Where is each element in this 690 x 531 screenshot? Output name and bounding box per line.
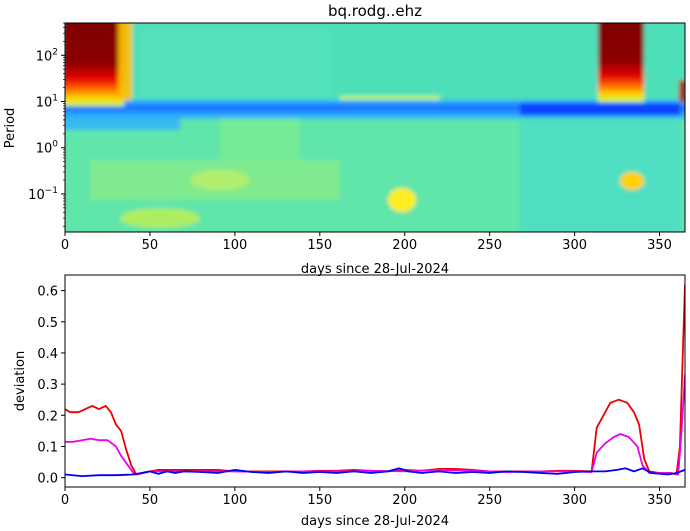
heatmap-y-tick-label: 10−1 xyxy=(28,186,58,203)
heatmap-x-tick-label: 50 xyxy=(142,238,159,253)
heatmap-y-ticks: 10−1 100 101 102 xyxy=(28,22,65,227)
heatmap-lower-band-3 xyxy=(220,110,300,160)
line-y-ticks: 0.0 0.1 0.2 0.3 0.4 0.5 0.6 xyxy=(37,285,65,487)
heatmap-x-ticks: 0 50 100 150 200 250 300 350 xyxy=(61,232,672,253)
heatmap-yellow-blob-4 xyxy=(190,170,250,190)
line-x-tick-label: 50 xyxy=(142,493,159,508)
line-y-tick-label: 0.3 xyxy=(37,378,58,393)
line-x-tick-label: 350 xyxy=(647,493,672,508)
heatmap-y-label: Period xyxy=(3,108,18,149)
heatmap-field xyxy=(65,23,685,232)
heatmap-yellow-blob-3 xyxy=(120,208,200,228)
heatmap-x-tick-label: 200 xyxy=(392,238,417,253)
heatmap-red-blob-left xyxy=(65,23,124,106)
line-x-tick-label: 150 xyxy=(307,493,332,508)
line-y-tick-label: 0.0 xyxy=(37,472,58,487)
series-line-1 xyxy=(65,284,685,476)
line-x-tick-label: 200 xyxy=(392,493,417,508)
heatmap-red-blob-right xyxy=(598,23,644,102)
heatmap-red-blob-left-edge xyxy=(118,23,132,100)
line-y-tick-label: 0.4 xyxy=(37,347,58,362)
heatmap-frame xyxy=(64,22,686,233)
heatmap-y-tick-label: 100 xyxy=(36,140,59,157)
line-y-tick-label: 0.2 xyxy=(37,409,58,424)
heatmap-red-spot-edge xyxy=(679,80,685,102)
heatmap-x-tick-label: 100 xyxy=(222,238,247,253)
series-line-3 xyxy=(65,467,685,477)
line-frame xyxy=(64,274,686,488)
heatmap-yellow-blob-2 xyxy=(620,172,644,190)
heatmap-blue-band-core xyxy=(65,104,685,112)
heatmap-x-tick-label: 300 xyxy=(562,238,587,253)
heatmap-x-tick-label: 0 xyxy=(61,238,69,253)
line-panel: 0 50 100 150 200 250 300 350 0.0 0.1 0.2 0.3 0.4 0.5… xyxy=(13,274,686,529)
line-series-group xyxy=(65,284,685,477)
line-y-label: deviation xyxy=(13,351,28,411)
line-y-tick-label: 0.5 xyxy=(37,316,58,331)
series-line-2 xyxy=(65,374,685,476)
line-y-tick-label: 0.1 xyxy=(37,440,58,455)
figure-title: bq.rodg..ehz xyxy=(328,2,422,20)
heatmap-yellow-blob-1 xyxy=(388,188,416,212)
heatmap-blue-band-dark xyxy=(520,103,680,115)
line-x-tick-label: 300 xyxy=(562,493,587,508)
heatmap-blue-band-lower xyxy=(65,118,180,130)
heatmap-x-tick-label: 250 xyxy=(477,238,502,253)
heatmap-cyan-mid xyxy=(140,30,330,100)
line-x-ticks: 0 50 100 150 200 250 300 350 xyxy=(61,487,672,508)
line-x-label: days since 28-Jul-2024 xyxy=(301,514,449,529)
line-y-tick-label: 0.6 xyxy=(37,285,58,300)
line-x-tick-label: 250 xyxy=(477,493,502,508)
line-x-tick-label: 0 xyxy=(61,493,69,508)
line-x-tick-label: 100 xyxy=(222,493,247,508)
heatmap-panel: 0 50 100 150 200 250 300 350 10−1 100 101 102 days… xyxy=(3,22,686,277)
heatmap-x-tick-label: 350 xyxy=(647,238,672,253)
heatmap-x-label: days since 28-Jul-2024 xyxy=(301,262,449,277)
heatmap-x-tick-label: 150 xyxy=(307,238,332,253)
heatmap-cyan-right xyxy=(520,120,680,232)
heatmap-y-tick-label: 101 xyxy=(36,94,58,111)
heatmap-y-tick-label: 102 xyxy=(36,47,58,64)
